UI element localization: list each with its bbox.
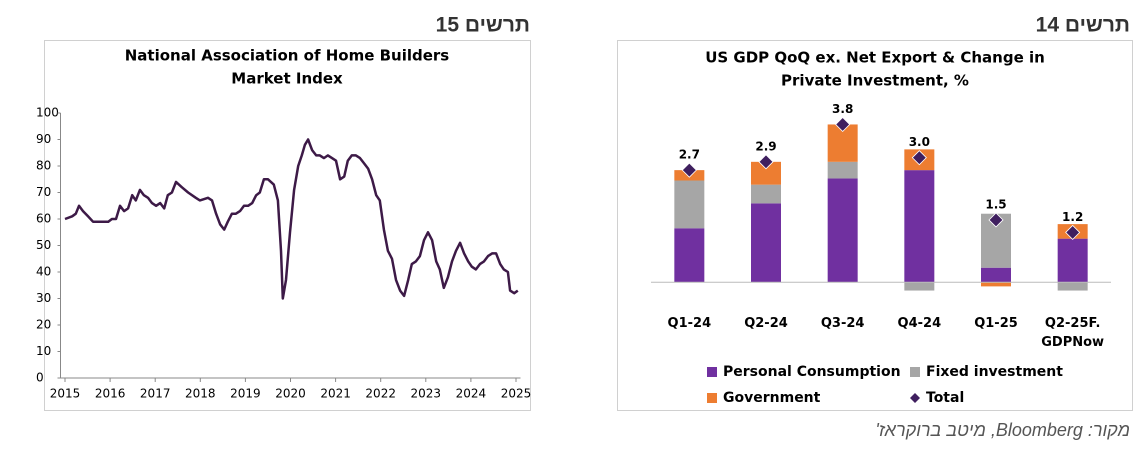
x-tick-label-line: Q1-24 [668,316,712,331]
data-label: 2.7 [679,148,700,162]
bar-segment [1057,238,1088,283]
bar-segment [981,282,1011,287]
y-tick-label: 10 [36,344,51,358]
total-marker [681,162,697,178]
bar-segment [1057,282,1088,291]
x-tick-label: Q1-24 [668,316,712,331]
y-tick-label: 20 [36,318,51,332]
total-marker [758,154,774,170]
y-tick-label: 90 [36,132,51,146]
x-tick-label: Q2-25F. GDPNow [1041,316,1104,350]
x-tick-label-line: Q1-25 [974,316,1018,331]
x-tick-label: 2017 [140,387,171,401]
x-tick-label: 2024 [456,387,487,401]
x-tick-label-line: GDPNow [1041,335,1104,350]
legend-label: Government [723,390,821,406]
y-tick-label: 70 [36,185,51,199]
y-tick-label: 0 [36,371,44,385]
x-tick-label-line: Q2-24 [744,316,788,331]
data-label: 3.8 [832,102,853,116]
bar-segment [751,184,781,204]
x-tick-label: 2025 [501,387,532,401]
bar-segment [904,282,935,291]
bar-segment [751,161,781,185]
figure-label: תרשים 15 [436,14,530,37]
x-tick-label: 2020 [275,387,306,401]
y-tick-label: 30 [36,291,51,305]
x-tick-label: 2016 [95,387,126,401]
y-tick-label: 60 [36,212,51,226]
y-tick-label: 40 [36,265,51,279]
data-label: 1.2 [1062,210,1083,224]
data-label: 3.0 [909,135,930,149]
data-line [64,138,519,300]
source-note: מקור: Bloomberg, מיטב ברוקראז' [875,420,1130,440]
legend-label: Personal Consumption [723,364,901,380]
x-tick-label: 2021 [320,387,351,401]
total-marker [835,116,851,133]
legend-label: Fixed investment [926,364,1063,380]
legend-label: Total [926,390,964,406]
chart-title: US GDP QoQ ex. Net Export & Change in [705,49,1045,67]
total-marker [1065,224,1081,240]
bar-segment [674,180,705,229]
y-tick-label: 50 [36,238,51,252]
x-tick-label: Q2-24 [744,316,788,331]
bar-segment [904,170,935,283]
x-tick-label: Q1-25 [974,316,1018,331]
total-marker [911,150,927,166]
total-marker [988,212,1004,228]
x-tick-label: 2019 [230,387,261,401]
legend-swatch [910,367,920,377]
x-tick-label: 2015 [50,387,81,401]
x-tick-label: 2018 [185,387,216,401]
y-tick-label: 80 [36,159,51,173]
x-tick-label-line: Q4-24 [898,316,942,331]
x-tick-label: 2023 [411,387,442,401]
x-tick-label: 2022 [365,387,396,401]
chart-title: Private Investment, % [781,72,969,90]
bar-segment [827,161,858,179]
bar-segment [751,203,781,283]
legend-swatch [707,367,717,377]
chart-frame [44,40,531,411]
data-label: 2.9 [755,139,776,153]
x-tick-label: Q3-24 [821,316,865,331]
chart-title: National Association of Home Builders [125,47,450,65]
y-tick-label: 100 [36,106,59,120]
figure-label: תרשים 14 [1036,14,1130,37]
bar-segment [981,267,1011,283]
bar-segment [827,178,858,283]
x-tick-label-line: Q2-25F. [1045,316,1101,331]
chart-title: Market Index [231,70,343,88]
bar-segment [674,228,705,283]
x-tick-label: Q4-24 [898,316,942,331]
x-tick-label-line: Q3-24 [821,316,865,331]
data-label: 1.5 [985,197,1006,211]
legend-swatch [910,393,920,403]
legend-swatch [707,393,717,403]
